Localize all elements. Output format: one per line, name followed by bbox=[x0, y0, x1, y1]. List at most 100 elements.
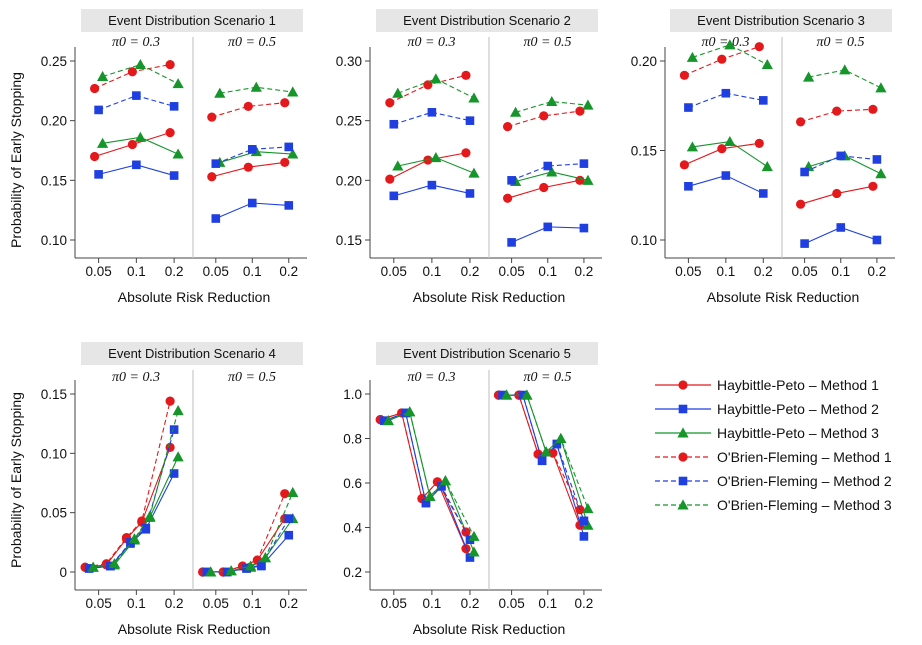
data-point bbox=[172, 148, 184, 159]
subpanel-label-pi05: π0 = 0.5 bbox=[228, 35, 276, 50]
x-axis-label: Absolute Risk Reduction bbox=[118, 289, 271, 305]
data-point bbox=[500, 389, 513, 400]
data-point bbox=[84, 564, 94, 573]
data-point bbox=[875, 168, 887, 179]
subpanel-label-pi05: π0 = 0.5 bbox=[228, 370, 276, 385]
x-tick-label: 0.2 bbox=[279, 596, 298, 611]
data-point bbox=[543, 222, 553, 232]
data-point bbox=[800, 239, 809, 248]
data-point bbox=[244, 560, 257, 571]
data-point bbox=[257, 560, 266, 570]
legend-label: Haybittle-Peto – Method 3 bbox=[717, 425, 879, 441]
y-tick-label: 0.20 bbox=[336, 173, 362, 188]
data-point bbox=[875, 82, 887, 93]
data-point bbox=[582, 99, 594, 110]
data-point bbox=[284, 514, 294, 523]
x-tick-label: 0.1 bbox=[243, 596, 262, 611]
data-point bbox=[575, 106, 585, 116]
series-line bbox=[692, 44, 768, 66]
data-point bbox=[87, 561, 99, 572]
series-line bbox=[800, 108, 873, 123]
subpanel-label-pi03: π0 = 0.3 bbox=[112, 35, 160, 50]
data-point bbox=[498, 390, 507, 400]
data-point bbox=[214, 87, 226, 98]
y-tick-label: 0.6 bbox=[343, 476, 362, 491]
x-tick-label: 0.2 bbox=[575, 596, 594, 611]
data-point bbox=[284, 142, 294, 152]
x-tick-label: 0.2 bbox=[165, 264, 184, 279]
data-point bbox=[169, 469, 179, 478]
data-point bbox=[503, 122, 513, 132]
data-point bbox=[582, 502, 594, 514]
legend-item: Haybittle-Peto – Method 2 bbox=[655, 401, 879, 417]
x-axis-label: Absolute Risk Reduction bbox=[413, 289, 566, 305]
data-point bbox=[247, 198, 257, 208]
data-point bbox=[205, 566, 217, 577]
data-point bbox=[430, 152, 442, 163]
series-line bbox=[380, 412, 467, 533]
y-tick-label: 0.15 bbox=[631, 144, 657, 159]
data-point bbox=[717, 144, 727, 154]
data-point bbox=[90, 83, 100, 94]
data-point bbox=[724, 135, 736, 147]
data-point bbox=[510, 106, 522, 117]
data-point bbox=[97, 137, 109, 148]
data-point bbox=[134, 58, 146, 70]
legend-swatch-marker bbox=[677, 499, 689, 510]
panel-title: Event Distribution Scenario 3 bbox=[697, 13, 865, 28]
data-point bbox=[423, 80, 433, 90]
data-point bbox=[754, 138, 764, 148]
data-point bbox=[172, 451, 184, 462]
subpanel-label-pi03: π0 = 0.3 bbox=[408, 370, 456, 385]
data-point bbox=[761, 161, 773, 172]
data-point bbox=[423, 155, 433, 165]
data-point bbox=[132, 160, 141, 170]
x-tick-label: 0.05 bbox=[498, 264, 524, 279]
data-point bbox=[259, 552, 271, 563]
chart-panel-3: Event Distribution Scenario 3 π0 = 0.3 π0 … bbox=[631, 9, 895, 305]
series-line bbox=[211, 102, 285, 118]
data-point bbox=[754, 42, 764, 52]
data-point bbox=[503, 193, 513, 203]
series-line bbox=[515, 101, 588, 113]
x-tick-label: 0.05 bbox=[498, 596, 524, 611]
data-point bbox=[758, 189, 768, 198]
y-tick-label: 0.10 bbox=[41, 233, 67, 248]
legend-label: Haybittle-Peto – Method 1 bbox=[717, 377, 879, 393]
data-point bbox=[579, 159, 589, 168]
x-axis-label: Absolute Risk Reduction bbox=[413, 621, 566, 637]
panel-header-bg bbox=[81, 342, 303, 365]
data-point bbox=[169, 102, 179, 111]
y-tick-label: 0.20 bbox=[631, 54, 657, 69]
x-tick-label: 0.2 bbox=[461, 596, 480, 611]
data-point bbox=[424, 490, 436, 501]
subpanel-label-pi03: π0 = 0.3 bbox=[702, 35, 750, 50]
data-point bbox=[225, 565, 237, 576]
x-axis-label: Absolute Risk Reduction bbox=[118, 621, 271, 637]
data-point bbox=[385, 174, 395, 184]
data-point bbox=[430, 73, 442, 84]
data-point bbox=[287, 86, 299, 97]
y-tick-label: 0.25 bbox=[41, 54, 67, 69]
data-point bbox=[803, 71, 815, 82]
data-point bbox=[679, 160, 690, 170]
panel-header-bg bbox=[670, 9, 892, 32]
data-point bbox=[579, 223, 589, 233]
legend-item: Haybittle-Peto – Method 3 bbox=[655, 425, 879, 441]
data-point bbox=[832, 106, 842, 116]
chart-panel-4: Event Distribution Scenario 4 π0 = 0.3 π0 … bbox=[41, 342, 307, 637]
x-tick-label: 0.2 bbox=[868, 264, 887, 279]
data-point bbox=[468, 546, 480, 557]
data-point bbox=[684, 103, 693, 112]
data-point bbox=[686, 51, 698, 62]
data-point bbox=[468, 530, 480, 541]
y-axis-label-bottom: Probability of Early Stopping bbox=[8, 392, 24, 568]
data-point bbox=[287, 148, 299, 159]
data-point bbox=[555, 432, 567, 443]
x-tick-label: 0.05 bbox=[203, 264, 229, 279]
data-point bbox=[537, 456, 547, 466]
panel-header-bg bbox=[376, 342, 598, 365]
x-tick-label: 0.2 bbox=[461, 264, 480, 279]
x-tick-label: 0.1 bbox=[127, 264, 146, 279]
